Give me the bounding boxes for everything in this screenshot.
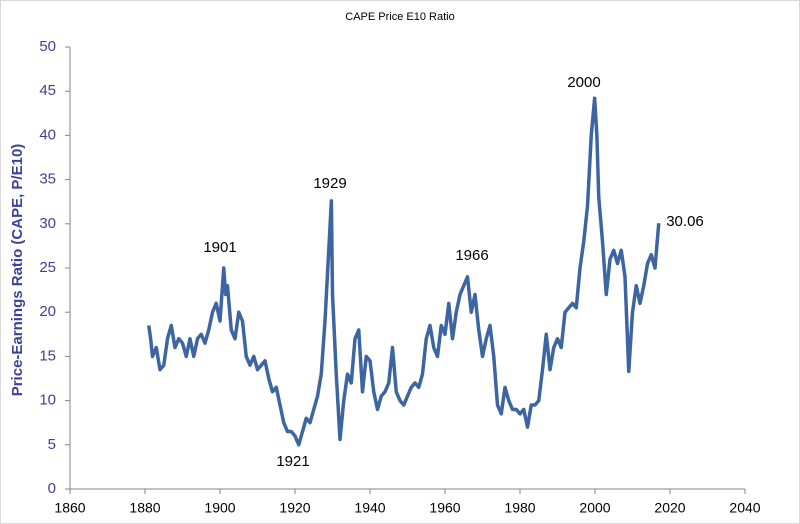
chart-title: CAPE Price E10 Ratio <box>345 11 454 23</box>
annotation: 1921 <box>276 453 309 470</box>
x-tick-label: 1960 <box>429 500 460 516</box>
data-line <box>147 96 661 447</box>
x-tick-label: 1920 <box>279 500 310 516</box>
annotation: 1929 <box>313 175 346 192</box>
y-tick-label: 30 <box>39 215 56 232</box>
y-tick-label: 35 <box>39 171 56 188</box>
y-tick-label: 10 <box>39 392 56 409</box>
x-tick-label: 2000 <box>579 500 610 516</box>
y-tick-label: 25 <box>39 259 56 276</box>
x-tick-label: 2040 <box>729 500 760 516</box>
annotation: 1901 <box>203 239 236 256</box>
annotation: 1966 <box>455 247 488 264</box>
annotation: 2000 <box>567 74 600 91</box>
x-tick-label: 1980 <box>504 500 535 516</box>
x-tick-label: 2020 <box>654 500 685 516</box>
y-tick-label: 45 <box>39 82 56 99</box>
y-axis-label: Price-Earnings Ratio (CAPE, P/E10) <box>9 144 26 397</box>
y-tick-label: 0 <box>48 480 56 497</box>
x-tick-label: 1860 <box>54 500 85 516</box>
y-tick-label: 5 <box>48 436 56 453</box>
y-tick-label: 15 <box>39 347 56 364</box>
x-tick-label: 1940 <box>354 500 385 516</box>
x-tick-label: 1880 <box>129 500 160 516</box>
y-tick-label: 50 <box>39 38 56 55</box>
y-tick-label: 20 <box>39 303 56 320</box>
x-tick-label: 1900 <box>204 500 235 516</box>
y-tick-label: 40 <box>39 126 56 143</box>
annotation: 30.06 <box>666 213 704 230</box>
